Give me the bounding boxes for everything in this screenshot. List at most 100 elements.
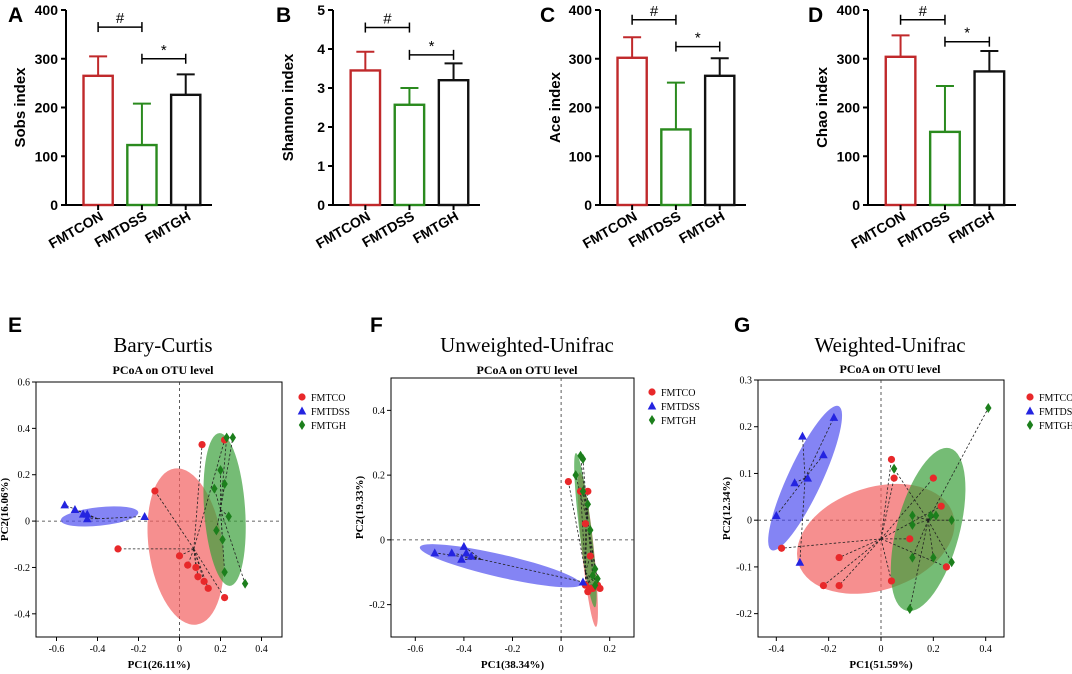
x-tick-label: -0.4 (90, 644, 106, 655)
legend-marker (648, 388, 656, 396)
point-fmtdss (82, 509, 92, 518)
point-fmtgh (219, 534, 226, 545)
y-tick-label: 200 (35, 100, 59, 116)
legend-marker (297, 406, 307, 415)
point-fmtgh (577, 450, 584, 461)
spider-line (927, 407, 989, 521)
legend-label: FMTGH (661, 416, 696, 427)
legend-marker (648, 415, 656, 425)
spider-line (781, 538, 882, 549)
y-tick-label: 0.3 (740, 376, 753, 387)
point-fmtgh (579, 453, 587, 464)
bar-fmtdss (660, 128, 692, 207)
spider-line (220, 437, 228, 510)
legend-label: FMTDSS (1039, 407, 1072, 418)
chart-title: Unweighted-Unifrac (440, 333, 614, 357)
legend-label: FMTGH (311, 421, 346, 432)
y-axis-label: Sobs index (12, 67, 29, 148)
point-fmtco (942, 563, 951, 571)
chart-title: Weighted-Unifrac (814, 333, 965, 357)
x-tick-label: -0.6 (407, 644, 423, 655)
x-axis-label: PC1(26.11%) (128, 659, 191, 671)
spider-line (193, 444, 203, 549)
panel-letter: C (540, 4, 555, 27)
spider-line (880, 505, 942, 540)
spider-line (927, 515, 932, 521)
point-fmtgh (948, 557, 955, 568)
y-tick-label: -0.2 (736, 609, 752, 620)
y-tick-label: 3 (317, 80, 325, 96)
point-fmtdss (798, 431, 807, 440)
ellipse-fmtdss (419, 544, 581, 588)
spider-line (480, 558, 584, 583)
y-tick-label: 0 (25, 517, 30, 528)
bar-fmtcon (616, 56, 648, 207)
point-fmtgh (225, 511, 232, 522)
panel-letter: F (370, 314, 383, 337)
bar-fmtgh (973, 70, 1006, 207)
point-fmtdss (819, 450, 828, 459)
point-fmtdss (795, 557, 805, 566)
y-axis-label: Shannon index (280, 53, 297, 161)
legend-label: FMTCO (661, 388, 695, 399)
point-fmtgh (229, 432, 236, 443)
y-axis-label: PC2(19.33%) (354, 476, 366, 540)
point-fmtgh (591, 564, 599, 575)
spider-line (880, 538, 892, 582)
point-fmtgh (587, 525, 594, 536)
point-fmtco (819, 582, 828, 590)
bar-fmtgh (703, 74, 736, 207)
spider-line (804, 454, 824, 479)
point-fmtco (906, 535, 914, 543)
spider-line (838, 538, 882, 586)
x-tick-label: -0.4 (768, 644, 784, 655)
legend-label: FMTCO (311, 393, 345, 404)
spider-line (838, 538, 882, 558)
point-fmtdss (70, 505, 80, 513)
ellipse-fmtdss (60, 506, 139, 527)
x-tick-label: 0.4 (979, 644, 992, 655)
point-fmtgh (906, 603, 913, 614)
x-tick-label: FMTGH (676, 208, 727, 247)
sig-label: * (161, 42, 167, 59)
point-fmtco (581, 520, 590, 528)
point-fmtgh (591, 580, 599, 591)
y-tick-label: 2 (317, 119, 325, 135)
spider-line (804, 417, 835, 479)
point-fmtco (586, 552, 594, 560)
point-fmtdss (790, 478, 799, 487)
ellipse-fmtgh (203, 433, 246, 586)
x-axis-label: PC1(51.59%) (849, 659, 913, 671)
spider-line (893, 468, 929, 521)
sig-label: # (383, 11, 392, 28)
bar-fmtgh (169, 93, 202, 207)
bar-fmtcon (884, 55, 917, 207)
bar-fmtcon (349, 69, 382, 207)
point-fmtgh (594, 573, 601, 584)
point-fmtgh (579, 486, 587, 497)
point-fmtgh (584, 499, 592, 510)
pcoa-chart-e: E Bary-Curtis PCoA on OTU level -0.6 -0.4 -0.… (0, 314, 350, 671)
y-tick-label: 100 (837, 148, 861, 164)
y-tick-label: 0 (747, 516, 752, 527)
sig-label: # (116, 10, 125, 27)
point-fmtdss (466, 551, 476, 560)
spider-line (220, 509, 225, 573)
y-tick-label: 0.6 (18, 378, 31, 389)
x-tick-label: 0 (559, 644, 564, 655)
point-fmtgh (213, 525, 220, 536)
y-tick-label: 0.2 (18, 470, 31, 481)
legend-marker (647, 401, 657, 410)
y-tick-label: 300 (837, 51, 861, 67)
x-axis-label: PC1(38.34%) (481, 659, 545, 671)
legend-label: FMTCO (1039, 393, 1072, 404)
point-fmtco (204, 584, 212, 592)
spider-line (193, 439, 225, 550)
spider-line (927, 519, 953, 563)
x-tick-label: 0.2 (214, 644, 227, 655)
legend-marker (298, 393, 306, 401)
bar-fmtdss (393, 103, 426, 207)
point-fmtco (151, 487, 159, 495)
y-tick-label: 200 (569, 100, 593, 116)
